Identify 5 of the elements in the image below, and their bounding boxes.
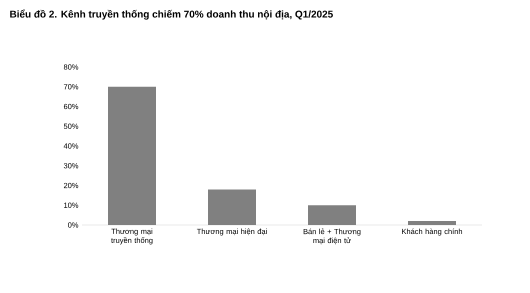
bar bbox=[408, 221, 456, 225]
bar bbox=[208, 189, 256, 225]
bar bbox=[308, 205, 356, 225]
bar bbox=[108, 86, 156, 225]
chart-title: Biểu đồ 2. Kênh truyền thống chiếm 70% doanh thu nội địa, Q1/2025 bbox=[10, 10, 333, 20]
